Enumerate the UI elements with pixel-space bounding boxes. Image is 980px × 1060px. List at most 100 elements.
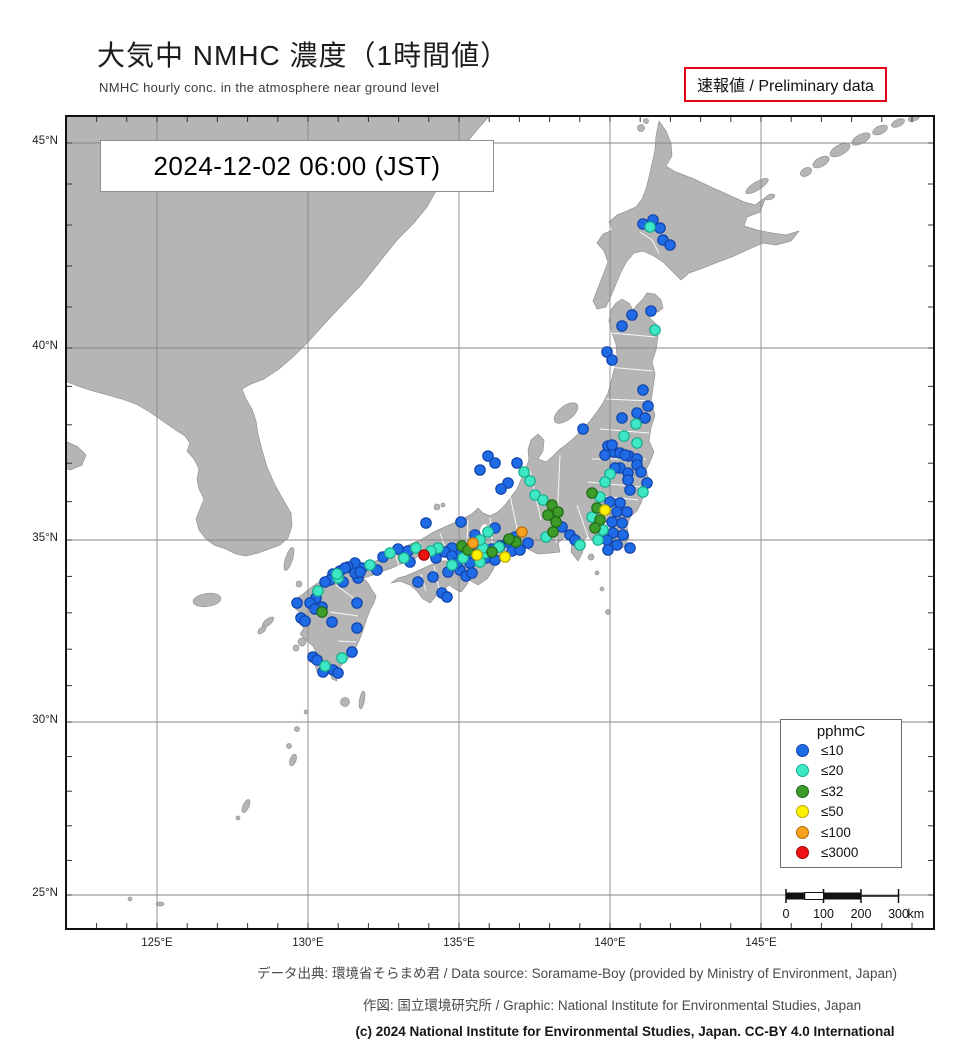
lon-axis-label: 130°E (292, 937, 324, 949)
station-dot (550, 516, 562, 528)
island-kunashiri (745, 177, 769, 195)
station-dot (645, 305, 657, 317)
station-dot (599, 476, 611, 488)
island-nansei-3 (286, 743, 292, 749)
station-dot (537, 494, 549, 506)
station-dot (624, 484, 636, 496)
island-tanegashima (358, 690, 366, 710)
scale-bar-label: 0 (783, 907, 790, 921)
station-dot (351, 597, 363, 609)
station-dot (398, 552, 410, 564)
station-dot (621, 506, 633, 518)
legend-dot-icon (796, 846, 809, 860)
station-dot (418, 549, 430, 561)
island-kuril-5 (872, 124, 888, 136)
station-dot (616, 412, 628, 424)
station-dot (489, 457, 501, 469)
station-dot (486, 546, 498, 558)
lon-axis-label: 145°E (745, 937, 777, 949)
station-dot (410, 542, 422, 554)
station-dot (420, 517, 432, 529)
station-dot (331, 568, 343, 580)
station-dot (351, 622, 363, 634)
island-ishigaki (155, 901, 165, 907)
legend-label: ≤100 (821, 824, 851, 840)
station-dot (511, 457, 523, 469)
footer-copyright: (c) 2024 National Institute for Environm… (355, 1024, 895, 1039)
island-izu-3 (599, 586, 605, 592)
landmass-hokkaido (592, 120, 800, 310)
island-kuril-4 (851, 132, 871, 146)
island-izu-1 (587, 553, 595, 561)
footer-data-source: データ出典: 環境省そらまめ君 / Data source: Soramame-… (257, 966, 897, 981)
station-dot (639, 412, 651, 424)
scale-bar: 0 100 200 300 km (779, 884, 935, 928)
lat-axis-label: 45°N (32, 135, 58, 147)
station-dot (471, 549, 483, 561)
station-dot (586, 487, 598, 499)
map-frame (65, 115, 935, 930)
island-yakushima (340, 697, 350, 707)
island-amakusa (297, 637, 307, 647)
station-dot (574, 539, 586, 551)
station-dot (384, 547, 396, 559)
island-izu-2 (594, 570, 600, 576)
station-dot (364, 559, 376, 571)
island-iki (295, 580, 303, 588)
station-dots (291, 214, 676, 679)
island-kuril-3 (829, 142, 851, 158)
island-kuril-6 (891, 118, 905, 128)
station-dot (592, 534, 604, 546)
island-goto2 (257, 625, 267, 635)
legend-row: ≤100 (781, 822, 901, 843)
lon-axis-label: 125°E (141, 937, 173, 949)
station-dot (339, 562, 351, 574)
station-dot (346, 646, 358, 658)
legend-row: ≤20 (781, 761, 901, 782)
station-dot (637, 384, 649, 396)
station-dot (654, 222, 666, 234)
station-dot (316, 606, 328, 618)
japan-map (65, 115, 935, 930)
station-dot (336, 652, 348, 664)
island-nansei-2 (294, 726, 300, 732)
station-dot (644, 221, 656, 233)
scale-bar-segment (786, 892, 805, 900)
legend-label: ≤50 (821, 804, 844, 820)
timestamp-box: 2024-12-02 06:00 (JST) (100, 140, 494, 192)
page-subtitle: NMHC hourly conc. in the atmosphere near… (99, 80, 440, 95)
lat-axis-label: 30°N (32, 714, 58, 726)
tick-marks (65, 116, 934, 929)
legend-label: ≤3000 (821, 845, 859, 861)
lon-axis-label: 140°E (594, 937, 626, 949)
station-dot (354, 566, 366, 578)
station-dot (606, 439, 618, 451)
station-dot (611, 539, 623, 551)
station-dot (332, 667, 344, 679)
island-okinawa2 (235, 815, 241, 821)
legend-dot-icon (796, 825, 809, 839)
footer-graphic-credit: 作図: 国立環境研究所 / Graphic: National Institut… (362, 998, 862, 1013)
island-izu-4 (605, 609, 611, 615)
station-dot (291, 597, 303, 609)
legend-label: ≤32 (821, 783, 844, 799)
page-title: 大気中 NMHC 濃度（1時間値） (97, 40, 510, 71)
station-dot (642, 400, 654, 412)
station-dot (599, 449, 611, 461)
station-dot (522, 537, 534, 549)
station-dot (319, 576, 331, 588)
station-dot (516, 526, 528, 538)
station-dot (635, 466, 647, 478)
station-dot (624, 542, 636, 554)
scale-bar-segment (823, 892, 861, 900)
station-dot (427, 571, 439, 583)
station-dot (649, 324, 661, 336)
station-dot (441, 591, 453, 603)
lon-axis-label: 135°E (443, 937, 475, 949)
station-dot (606, 354, 618, 366)
station-dot (547, 526, 559, 538)
legend-dot-icon (796, 784, 809, 798)
station-dot (455, 516, 467, 528)
scale-bar-segment (804, 892, 824, 900)
